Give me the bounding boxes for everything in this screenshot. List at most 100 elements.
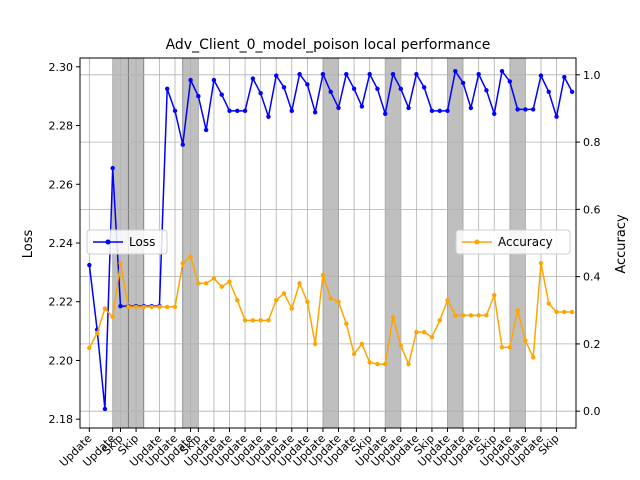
loss-point [328,89,333,94]
loss-point [211,77,217,83]
accuracy-point [320,272,326,278]
accuracy-point [453,313,458,318]
accuracy-point [180,260,185,266]
accuracy-point [281,291,287,296]
loss-point [390,71,396,77]
accuracy-point [274,297,279,303]
accuracy-point [289,306,294,311]
accuracy-point [429,334,435,340]
loss-point [562,74,567,80]
accuracy-point [149,304,154,310]
y2-tick-label: 0.0 [583,405,601,418]
accuracy-point [102,306,108,311]
y-axis-label: Loss [21,230,36,259]
loss-point [274,73,279,78]
loss-point [336,105,341,111]
y-tick-label: 2.26 [49,178,74,191]
accuracy-point [515,308,520,313]
loss-point [281,85,287,90]
accuracy-point [305,299,310,305]
y-tick-label: 2.22 [49,296,74,309]
accuracy-point [133,304,139,310]
accuracy-point [499,345,505,350]
loss-point [203,127,209,133]
loss-point [445,108,450,114]
accuracy-point [367,360,372,365]
accuracy-point [344,321,349,326]
accuracy-point [538,260,544,266]
accuracy-point [110,314,115,320]
accuracy-point [165,304,170,310]
accuracy-point [196,281,201,286]
loss-point [453,69,458,74]
y2-axis-label: Accuracy [614,214,629,274]
loss-point [546,89,551,94]
accuracy-point [297,281,302,286]
y2-tick-label: 1.0 [583,69,601,82]
accuracy-point [530,355,536,360]
loss-point [538,73,544,78]
loss-point [492,111,497,116]
y2-tick-label: 0.8 [583,136,601,149]
loss-point [429,108,435,114]
legend-box [86,229,168,255]
loss-point [569,89,575,94]
y2-tick-label: 0.4 [583,271,601,284]
series [87,69,575,412]
accuracy-point [227,279,232,284]
loss-point [437,108,442,114]
loss-point [359,104,365,109]
accuracy-point [375,361,380,367]
accuracy-point [554,309,559,315]
loss-point [102,406,108,412]
loss-point [515,107,520,112]
accuracy-point [211,276,217,281]
legends: Loss Accuracy [86,229,571,255]
loss-point [530,107,536,112]
y2-tick-label: 0.2 [583,338,601,351]
loss-point [523,107,528,112]
accuracy-point [445,297,450,303]
loss-legend: Loss [86,229,168,255]
loss-point [344,71,349,77]
accuracy-point [476,313,481,318]
skip-region [384,57,402,429]
accuracy-point [562,309,567,315]
loss-point [414,71,419,77]
loss-point [110,165,115,171]
loss-point [421,85,427,90]
legend-label: Loss [129,235,155,249]
loss-point [484,88,489,93]
accuracy-point [328,296,333,301]
accuracy-point [523,338,528,343]
accuracy-point [351,351,357,357]
loss-point [312,110,318,115]
accuracy-point [87,345,92,351]
loss-point [227,108,232,114]
y-tick-label: 2.18 [49,413,74,426]
accuracy-point [383,361,388,367]
accuracy-point [468,313,474,318]
accuracy-point [359,341,365,347]
loss-point [196,93,201,99]
accuracy-point [188,254,193,259]
legend-marker [105,239,111,245]
accuracy-point [219,284,224,289]
accuracy-point [414,329,419,335]
loss-point [383,111,388,116]
accuracy-point [460,313,466,318]
y-tick-label: 2.24 [49,237,74,250]
loss-point [266,114,271,119]
accuracy-point [250,318,256,323]
accuracy-point [203,281,209,286]
loss-point [165,86,170,92]
y-tick-label: 2.28 [49,120,74,133]
accuracy-point [437,318,442,323]
accuracy-point [546,301,551,306]
loss-point [188,77,193,83]
loss-point [351,86,357,92]
legend-box [455,229,571,255]
legend-marker [474,239,480,245]
accuracy-point [141,304,147,310]
